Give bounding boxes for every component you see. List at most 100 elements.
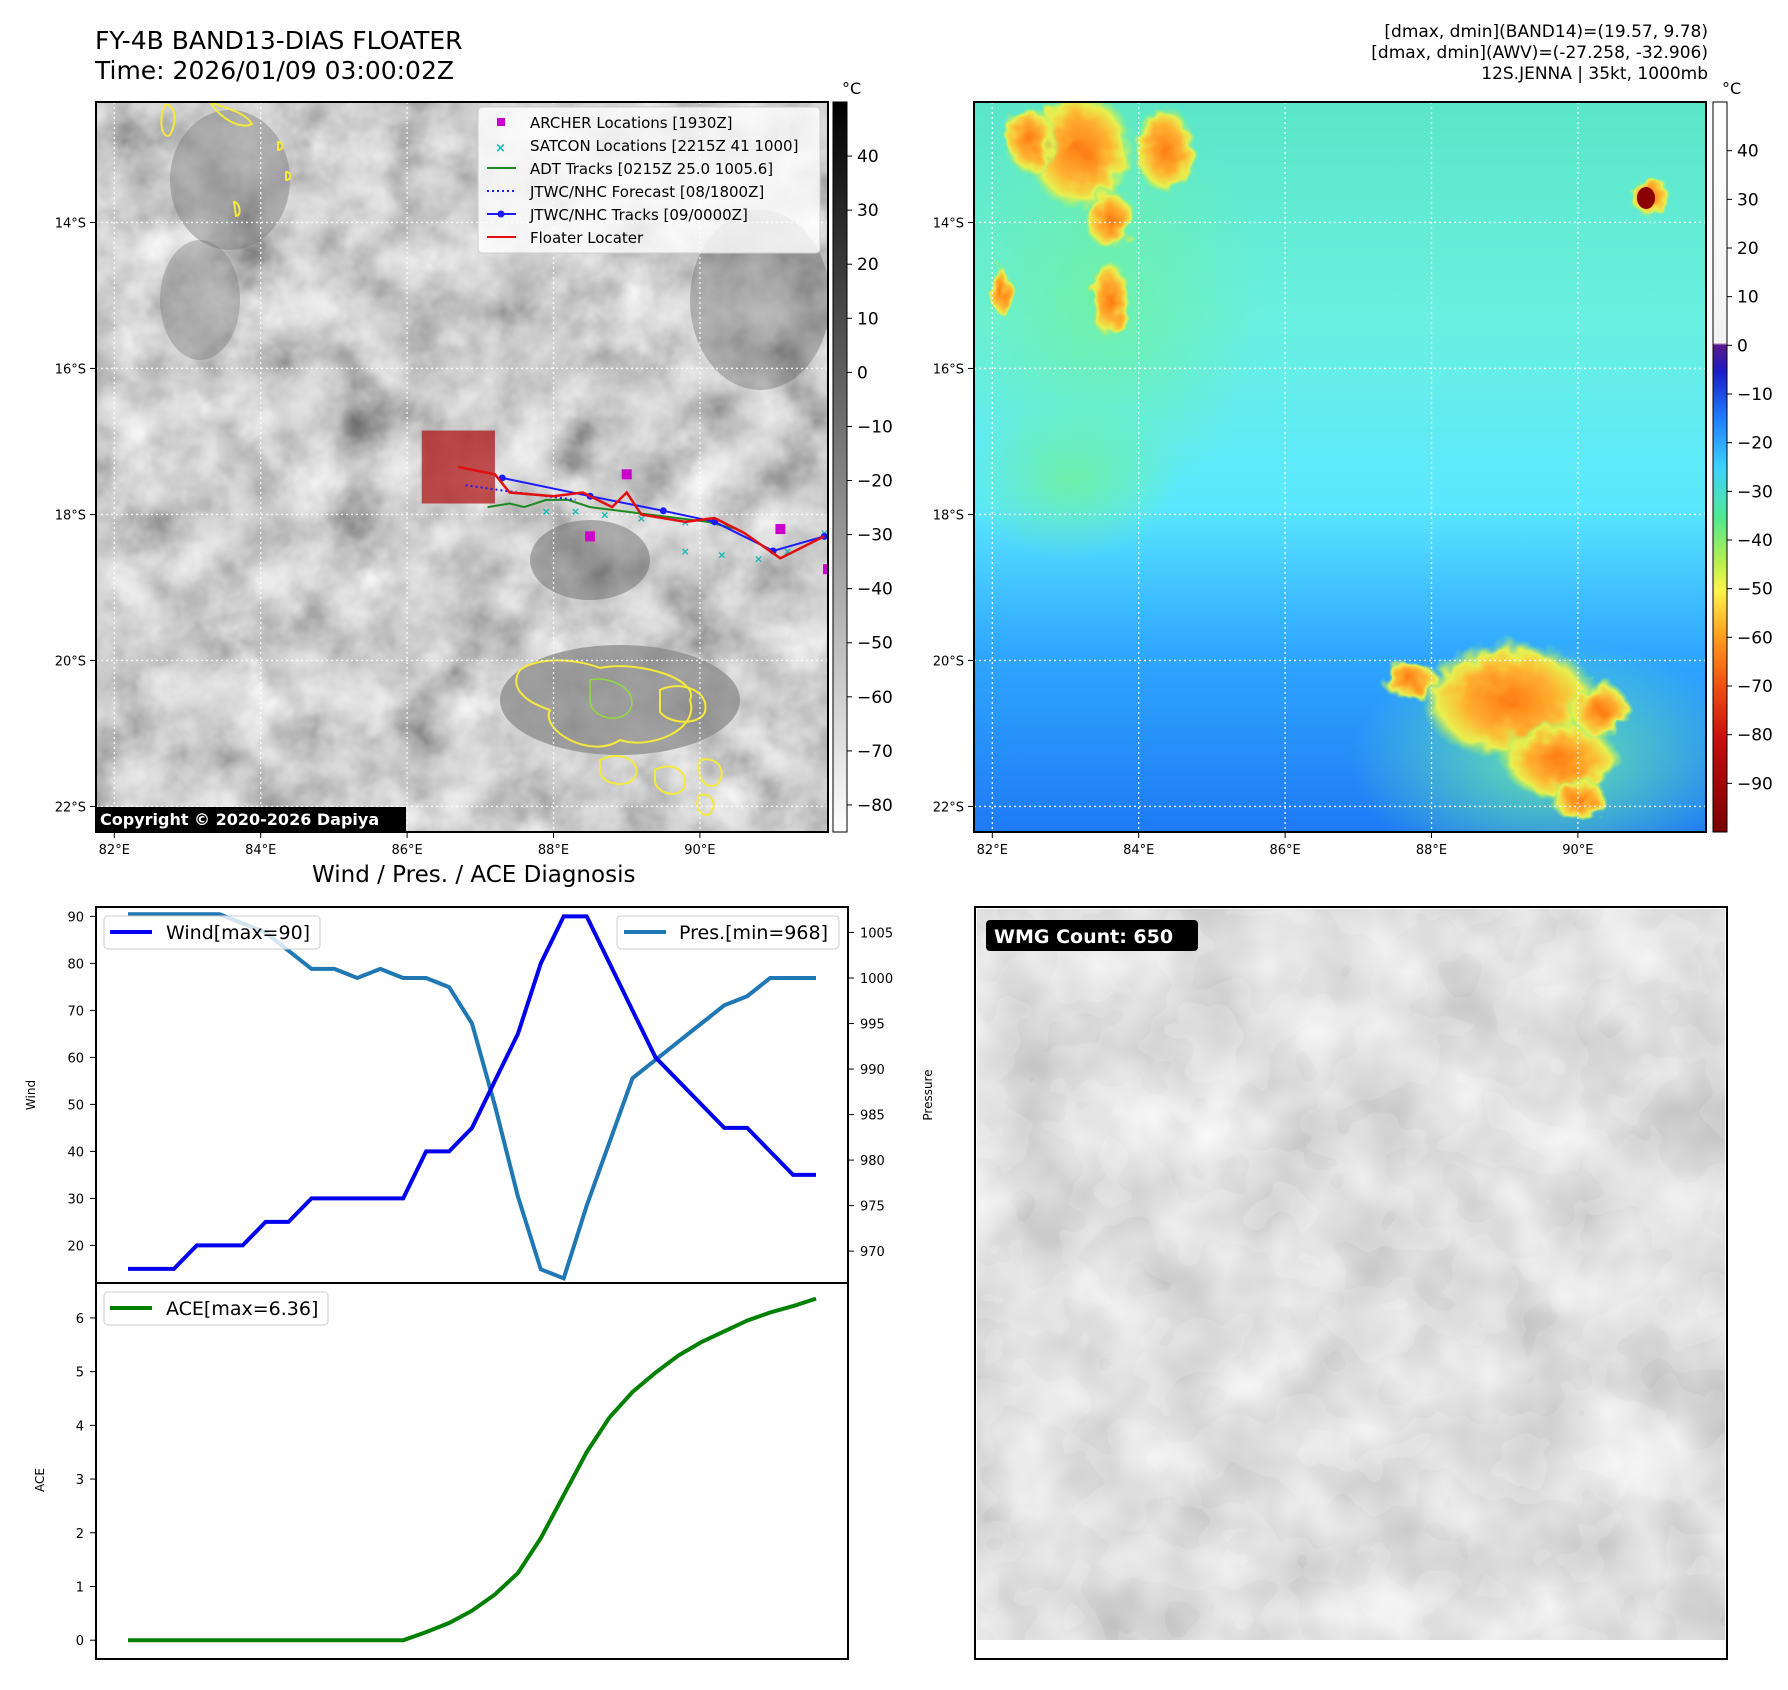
color-colorbar-ticks: 40 30 20 10 0 −10 −20 −30 −40 −50 −60 −70 −80 −90 [1727, 142, 1773, 794]
legend-floater: Floater Locater [530, 229, 644, 247]
ace-chart: 0 1 2 3 4 5 6 ACE ACE[max=6.36] [33, 1282, 849, 1660]
map1-lon-label: 90°E [684, 843, 715, 858]
satcon-point: × [571, 505, 580, 518]
gray-cloud-features [160, 102, 828, 817]
pressure-tick-label: 995 [860, 1018, 885, 1033]
map1-lon-label: 84°E [245, 843, 276, 858]
adt-track-line [487, 498, 737, 530]
colorbar-tick-label: −30 [857, 526, 893, 546]
colorbar-tick-label: 10 [857, 309, 879, 329]
map1-gridlines [96, 102, 828, 832]
colorbar-tick-label: 20 [1737, 239, 1759, 259]
satcon-point: × [717, 549, 726, 562]
legend-tracks: JTWC/NHC Tracks [09/0000Z] [529, 206, 748, 224]
map1-lat-label: 18°S [55, 508, 86, 523]
wind-axis-label: Wind [24, 1080, 38, 1110]
ace-tick-label: 4 [76, 1419, 84, 1434]
wind-tick-label: 50 [67, 1098, 84, 1113]
pressure-legend-box [616, 915, 840, 950]
map1-lat-label: 14°S [55, 216, 86, 231]
colorbar-tick-label: −40 [1737, 531, 1773, 551]
colorbar-tick-label: −80 [857, 796, 893, 816]
wind-tick-label: 30 [67, 1192, 84, 1207]
wmg-count-box [986, 920, 1198, 951]
archer-point [621, 469, 632, 480]
pressure-legend-text: Pres.[min=968] [679, 922, 828, 944]
legend-archer: ARCHER Locations [1930Z] [530, 114, 733, 132]
copyright-text: Copyright © 2020-2026 Dapiya [100, 810, 379, 829]
gray-colorbar-gradient [832, 101, 848, 833]
colorbar-tick-label: −50 [857, 634, 893, 654]
map1-lat-label: 20°S [55, 654, 86, 669]
colorbar-tick-label: −50 [1737, 580, 1773, 600]
archer-point [585, 531, 596, 542]
colorbar-tick-label: −20 [1737, 434, 1773, 454]
map2-gridlines [974, 102, 1706, 832]
colorbar-tick-label: −10 [1737, 385, 1773, 405]
archer-point [775, 524, 786, 535]
wind-legend-box [103, 915, 321, 950]
pressure-tick-label: 990 [860, 1063, 885, 1078]
satcon-point: × [754, 552, 763, 565]
map2-lon-label: 84°E [1123, 843, 1154, 858]
color-cloud-features [974, 102, 1706, 832]
ace-tick-label: 1 [76, 1580, 84, 1595]
pressure-tick-label: 985 [860, 1109, 885, 1124]
pressure-tick-label: 975 [860, 1200, 885, 1215]
figure-title: FY-4B BAND13-DIAS FLOATER [95, 26, 463, 55]
wind-legend-text: Wind[max=90] [166, 922, 310, 944]
colorbar-tick-label: 20 [857, 255, 879, 275]
colorbar-tick-label: 0 [1737, 336, 1748, 356]
ir-gray-map: ×××××××××× 82°E84°E86°E88°E90°E14°S16°S1… [55, 101, 829, 858]
map1-lat-label: 16°S [55, 362, 86, 377]
ace-tick-label: 6 [76, 1312, 84, 1327]
map2-axis-ticks: 82°E 84°E 86°E 88°E 90°E 14°S 16°S 18°S 20°S 22°S [933, 216, 1594, 858]
colorbar-tick-label: 40 [1737, 142, 1759, 162]
wind-pressure-chart: 20 30 40 50 60 70 80 90 970 975 980 985 990 995 1000 10… [24, 906, 935, 1284]
color-colorbar: °C 40 30 20 10 0 −10 −20 −30 −40 −50 −60 −70 −80 −90 [1712, 79, 1773, 833]
archer-point [823, 564, 828, 575]
ace-series-line [128, 1296, 817, 1643]
satcon-point: × [783, 545, 792, 558]
colorbar-tick-label: 30 [857, 201, 879, 221]
colorbar-tick-label: −60 [1737, 628, 1773, 648]
map2-lat-label: 22°S [933, 800, 964, 815]
gray-colorbar: °C 40 30 20 10 0 −10 −20 −30 −40 −50 −60 −70 −80 [832, 79, 893, 833]
pressure-tick-label: 970 [860, 1245, 885, 1260]
ace-frame [95, 1282, 849, 1660]
legend-satcon: SATCON Locations [2215Z 41 1000] [530, 137, 798, 155]
colorbar-tick-label: −30 [1737, 482, 1773, 502]
ace-tick-label: 3 [76, 1473, 84, 1488]
band14-range-info: [dmax, dmin](BAND14)=(19.57, 9.78) [1384, 22, 1708, 42]
map1-lon-label: 86°E [391, 843, 422, 858]
colorbar-tick-label: −80 [1737, 726, 1773, 746]
satcon-point: × [542, 505, 551, 518]
pressure-tick-label: 1000 [860, 972, 893, 987]
ace-axes: 0 1 2 3 4 5 6 [76, 1312, 96, 1649]
pressure-tick-label: 1005 [860, 926, 893, 941]
ace-legend-box [103, 1291, 329, 1326]
pressure-axis-label: Pressure [921, 1069, 935, 1120]
track-overlays: ×××××××××× [458, 465, 828, 575]
wind-tick-label: 70 [67, 1004, 84, 1019]
colorbar-tick-label: 10 [1737, 288, 1759, 308]
map-legend: ARCHER Locations [1930Z] × SATCON Locati… [477, 106, 821, 254]
wmg-count-label: WMG Count: 650 [994, 926, 1173, 948]
map1-lat-label: 22°S [55, 800, 86, 815]
awv-range-info: [dmax, dmin](AWV)=(-27.258, -32.906) [1371, 43, 1708, 63]
map2-lat-label: 18°S [933, 508, 964, 523]
map2-lon-label: 90°E [1562, 843, 1593, 858]
pressure-tick-label: 980 [860, 1154, 885, 1169]
colorbar-tick-label: −70 [857, 742, 893, 762]
colorbar-tick-label: −20 [857, 472, 893, 492]
satcon-point: × [600, 508, 609, 521]
colorbar-tick-label: −40 [857, 580, 893, 600]
ace-tick-label: 2 [76, 1527, 84, 1542]
wmg-panel: WMG Count: 650 [974, 906, 1728, 1660]
copyright-box [96, 807, 406, 832]
color-colorbar-gradient [1712, 101, 1728, 833]
legend-adt: ADT Tracks [0215Z 25.0 1005.6] [530, 160, 773, 178]
archer-marker-icon [497, 118, 505, 126]
map2-lat-label: 16°S [933, 362, 964, 377]
